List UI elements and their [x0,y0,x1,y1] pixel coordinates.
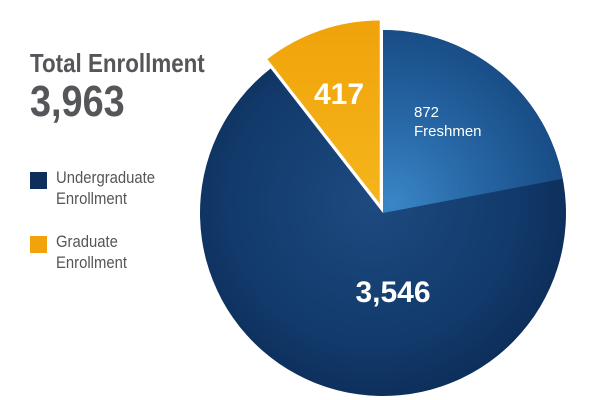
legend-label-undergraduate-line1: Undergraduate [56,169,156,187]
legend-swatch-undergraduate [30,172,47,189]
slice-graduate [267,20,380,204]
legend-label-graduate-line2: Enrollment [56,254,127,272]
legend-swatch-graduate [30,236,47,253]
slice-label-freshmen-text: Freshmen [414,123,482,140]
slice-label-undergraduate: 3,546 [355,276,430,309]
legend-label-undergraduate-line2: Enrollment [56,190,127,208]
total-value: 3,963 [30,77,125,126]
legend-label-graduate: Graduate Enrollment [56,232,209,274]
title-block: Total Enrollment 3,963 [30,48,233,124]
slice-label-graduate: 417 [314,78,364,111]
legend-label-undergraduate: Undergraduate Enrollment [56,168,209,210]
legend-label-graduate-line1: Graduate [56,233,118,251]
slice-freshmen [383,30,563,213]
chart-title: Total Enrollment [30,48,205,78]
slice-label-freshmen-value: 872 [414,104,439,121]
